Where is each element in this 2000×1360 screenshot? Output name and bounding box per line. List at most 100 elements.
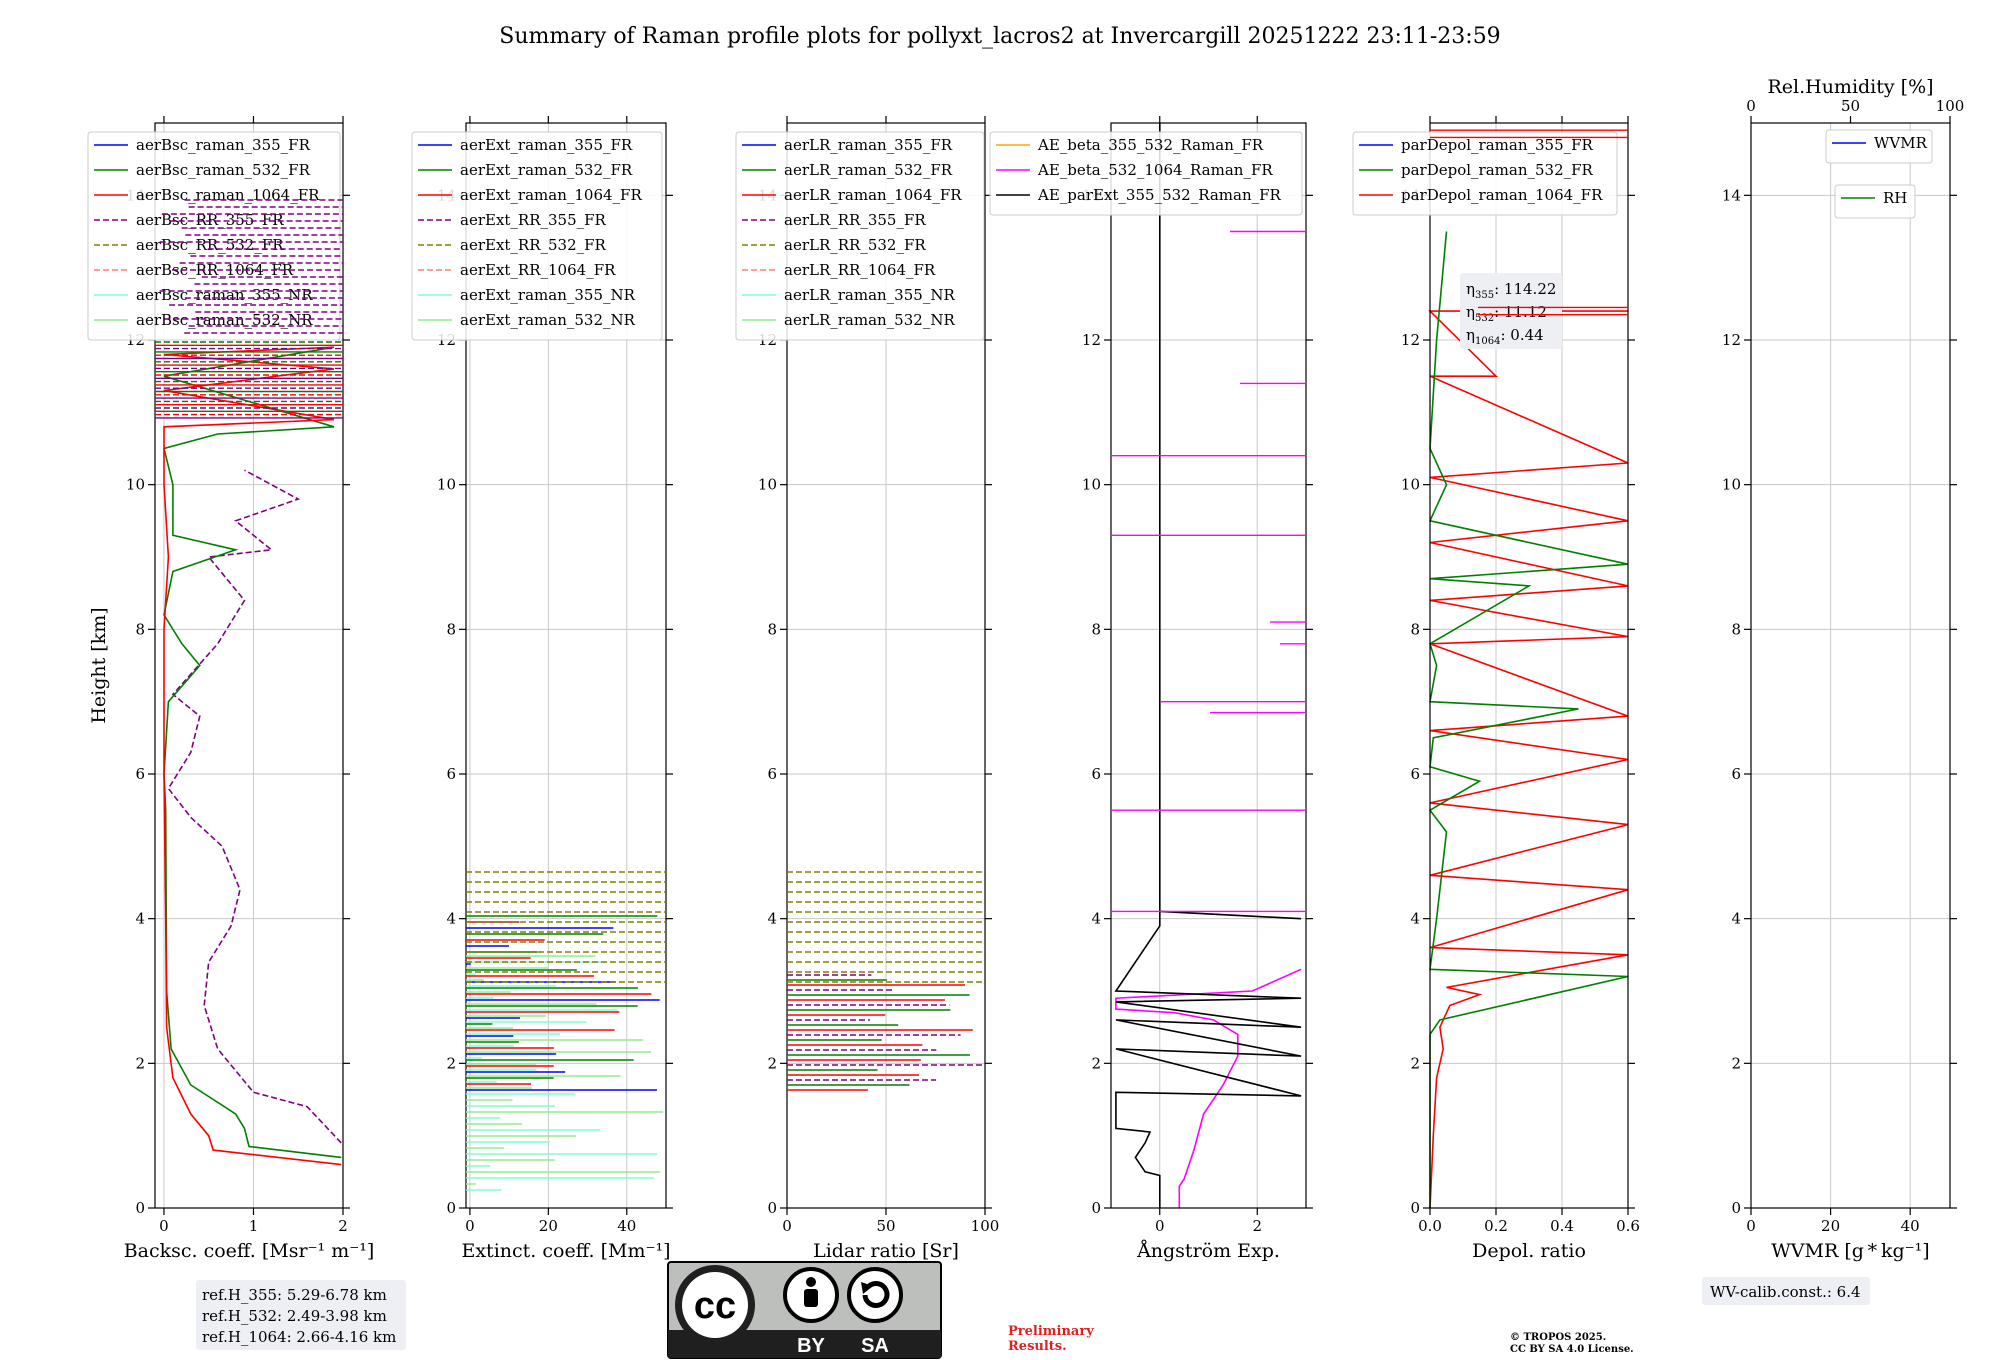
y-axis-label: Height [km]: [88, 607, 110, 723]
ref-height-box: ref.H_355: 5.29-6.78 km ref.H_532: 2.49-3…: [196, 1280, 406, 1350]
panel-bsc: 02468101214012Backsc. coeff. [Msr⁻¹ m⁻¹]…: [87, 116, 406, 1350]
legend-label: aerExt_raman_355_FR: [460, 136, 633, 154]
legend-box: [989, 131, 1303, 216]
legend-label: AE_beta_532_1064_Raman_FR: [1037, 161, 1273, 179]
legend-label: aerExt_RR_1064_FR: [460, 261, 616, 279]
legend-label: WVMR: [1874, 134, 1928, 152]
series-bsc-0: [167, 469, 342, 1144]
y-tick-label: 12: [1722, 331, 1741, 349]
legend-depol: parDepol_raman_355_FR parDepol_raman_532_…: [1352, 131, 1618, 216]
legend-label: parDepol_raman_532_FR: [1401, 161, 1594, 179]
y-tick-label: 8: [135, 620, 145, 638]
legend2-wv: RH: [1834, 184, 1916, 219]
y-tick-label: 2: [1731, 1054, 1741, 1072]
x-axis-label: WVMR [g * kg⁻¹]: [1771, 1240, 1929, 1262]
y-tick-label: 0: [135, 1199, 145, 1217]
x-tick-label: 0.4: [1550, 1217, 1574, 1235]
y-tick-label: 6: [1410, 765, 1420, 783]
legend-ae: AE_beta_355_532_Raman_FR AE_beta_532_1064…: [989, 131, 1303, 216]
legend-label: aerLR_raman_355_NR: [784, 286, 955, 304]
y-tick-label: 12: [1082, 331, 1101, 349]
top-axis-label: Rel.Humidity [%]: [1767, 76, 1933, 98]
x-tick-label: 20: [539, 1217, 558, 1235]
dense-trace-layer: [155, 129, 1628, 1191]
panels: 02468101214012Backsc. coeff. [Msr⁻¹ m⁻¹]…: [87, 76, 1964, 1350]
cc-by-label: BY: [797, 1335, 825, 1357]
sa-share-alike-icon: [847, 1267, 903, 1323]
wv-calib-background: [1702, 1277, 1870, 1305]
y-tick-label: 6: [446, 765, 456, 783]
y-tick-label: 6: [1091, 765, 1101, 783]
x-tick-label: 40: [617, 1217, 636, 1235]
series-bsc-1: [163, 346, 342, 1159]
legend-box: [735, 131, 985, 341]
y-tick-label: 2: [767, 1054, 777, 1072]
y-tick-label: 2: [1410, 1054, 1420, 1072]
x-axis-label: Lidar ratio [Sr]: [813, 1240, 959, 1262]
series-bsc-2: [163, 346, 342, 1166]
legend-box: [411, 131, 663, 341]
preliminary-line-2: Results.: [1008, 1339, 1067, 1354]
wv-calib-box: WV-calib.const.: 6.4: [1702, 1277, 1870, 1305]
legend-label: aerExt_raman_532_FR: [460, 161, 633, 179]
y-tick-label: 0: [446, 1199, 456, 1217]
y-tick-label: 4: [446, 910, 456, 928]
legend-label: aerExt_raman_532_NR: [460, 311, 636, 329]
cc-logo-circle: [682, 1272, 748, 1338]
legend-ext: aerExt_raman_355_FR aerExt_raman_532_FRae…: [411, 131, 663, 341]
copyright-line-2: CC BY SA 4.0 License.: [1510, 1344, 1634, 1355]
eta-line: η1064: 0.44: [1466, 326, 1544, 347]
y-tick-label: 8: [1410, 620, 1420, 638]
y-tick-label: 8: [1091, 620, 1101, 638]
legend-label: aerExt_RR_355_FR: [460, 211, 607, 229]
cc-license-badge: cc BY SA: [667, 1261, 942, 1359]
x-tick-label: 0.6: [1616, 1217, 1640, 1235]
y-tick-label: 8: [767, 620, 777, 638]
ref-height-line: ref.H_532: 2.49-3.98 km: [202, 1307, 387, 1325]
axes-frame: [1110, 122, 1307, 1209]
legend-label: aerExt_RR_532_FR: [460, 236, 607, 254]
axes-frame: [1429, 122, 1629, 1209]
x-tick-label: 0.0: [1418, 1217, 1442, 1235]
top-tick-label: 50: [1841, 97, 1860, 115]
y-tick-label: 4: [1091, 910, 1101, 928]
copyright-line-1: © TROPOS 2025.: [1510, 1332, 1606, 1343]
x-tick-label: 0: [465, 1217, 475, 1235]
panel-lr: 02468101214050100Lidar ratio [Sr]aerLR_r…: [735, 116, 999, 1262]
legend-label: aerLR_raman_1064_FR: [784, 186, 962, 204]
legend-label: RH: [1883, 189, 1907, 207]
y-tick-label: 4: [1410, 910, 1420, 928]
legend-label: AE_beta_355_532_Raman_FR: [1037, 136, 1264, 154]
y-tick-label: 6: [767, 765, 777, 783]
legend-label: aerLR_raman_532_NR: [784, 311, 955, 329]
y-tick-label: 0: [767, 1199, 777, 1217]
legend-label: aerBsc_RR_1064_FR: [136, 261, 294, 279]
y-tick-label: 6: [1731, 765, 1741, 783]
y-tick-label: 0: [1410, 1199, 1420, 1217]
axes-frame: [465, 122, 667, 1209]
legend-label: aerBsc_RR_355_FR: [136, 211, 284, 229]
legend-label: aerBsc_raman_1064_FR: [136, 186, 320, 204]
y-tick-label: 12: [1401, 331, 1420, 349]
panel-wv: 0 2 4 6 8 10 12 14 0 20 40 WVMR [g * kg⁻¹] 0 50 100Rel…: [1702, 76, 1964, 1305]
x-tick-label: 0: [159, 1217, 169, 1235]
legend-label: aerBsc_raman_532_NR: [136, 311, 313, 329]
x-tick-label: 2: [1252, 1217, 1262, 1235]
legend-box: [1825, 129, 1933, 164]
y-tick-label: 0: [1091, 1199, 1101, 1217]
y-tick-label: 10: [1082, 476, 1101, 494]
x-tick-label: 50: [876, 1217, 895, 1235]
ref-box-background: [196, 1280, 406, 1350]
eta-box-background: [1460, 273, 1562, 349]
series-ae-1: [1114, 123, 1302, 1208]
legend-label: parDepol_raman_1064_FR: [1401, 186, 1603, 204]
legend-label: AE_parExt_355_532_Raman_FR: [1037, 186, 1282, 204]
x-tick-label: 0: [782, 1217, 792, 1235]
legend-label: aerLR_raman_355_FR: [784, 136, 953, 154]
wv-calib-text: WV-calib.const.: 6.4: [1710, 1283, 1861, 1301]
legend-box: [87, 131, 341, 341]
cc-logo-text: cc: [694, 1285, 736, 1327]
